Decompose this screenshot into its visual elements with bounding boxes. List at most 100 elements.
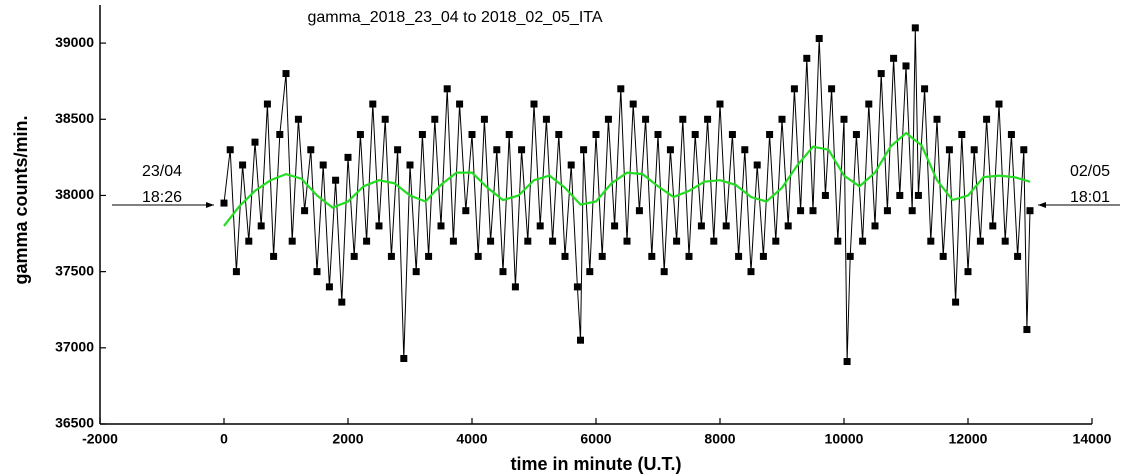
scatter-point bbox=[666, 146, 674, 154]
y-tick-label: 39000 bbox=[55, 34, 94, 50]
scatter-point bbox=[753, 161, 761, 169]
scatter-point bbox=[1020, 146, 1028, 154]
scatter-point bbox=[877, 70, 885, 78]
scatter-point bbox=[691, 131, 699, 139]
smooth-line bbox=[223, 131, 1031, 227]
y-tick-label: 38000 bbox=[55, 186, 94, 202]
x-tick-label: 6000 bbox=[580, 431, 611, 447]
scatter-point bbox=[307, 146, 315, 154]
scatter-point bbox=[623, 237, 631, 245]
scatter-point bbox=[660, 268, 668, 276]
scatter-point bbox=[319, 161, 327, 169]
scatter-point bbox=[735, 252, 743, 260]
scatter-point bbox=[431, 115, 439, 123]
y-tick-label: 37500 bbox=[55, 262, 94, 278]
scatter-point bbox=[908, 207, 916, 215]
scatter-point bbox=[728, 131, 736, 139]
scatter-point bbox=[474, 252, 482, 260]
scatter-point bbox=[964, 268, 972, 276]
scatter-point bbox=[741, 146, 749, 154]
scatter-point bbox=[294, 115, 302, 123]
scatter-point bbox=[871, 222, 879, 230]
scatter-point bbox=[815, 35, 823, 43]
scatter-point bbox=[468, 131, 476, 139]
scatter-point bbox=[437, 222, 445, 230]
scatter-point bbox=[604, 115, 612, 123]
scatter-point bbox=[790, 85, 798, 93]
scatter-point bbox=[400, 354, 408, 362]
scatter-point bbox=[245, 237, 253, 245]
scatter-point bbox=[567, 161, 575, 169]
scatter-point bbox=[921, 85, 929, 93]
scatter-point bbox=[276, 131, 284, 139]
y-tick-label: 38500 bbox=[55, 110, 94, 126]
scatter-point bbox=[412, 268, 420, 276]
scatter-point bbox=[363, 237, 371, 245]
arrow-head bbox=[206, 202, 214, 208]
scatter-point bbox=[945, 146, 953, 154]
scatter-point bbox=[549, 237, 557, 245]
scatter-point bbox=[493, 146, 501, 154]
x-tick-label: 8000 bbox=[704, 431, 735, 447]
scatter-point bbox=[1001, 237, 1009, 245]
scatter-point bbox=[883, 207, 891, 215]
scatter-point bbox=[577, 336, 584, 344]
scatter-point bbox=[487, 237, 495, 245]
scatter-point bbox=[586, 268, 594, 276]
scatter-point bbox=[518, 146, 526, 154]
scatter-point bbox=[524, 237, 532, 245]
scatter-point bbox=[561, 252, 569, 260]
scatter-point bbox=[673, 237, 681, 245]
scatter-point bbox=[350, 252, 358, 260]
scatter-point bbox=[263, 100, 271, 108]
scatter-point bbox=[685, 252, 693, 260]
scatter-point bbox=[759, 252, 767, 260]
scatter-point bbox=[784, 222, 792, 230]
scatter-point bbox=[313, 268, 321, 276]
scatter-point bbox=[511, 283, 519, 291]
annotation-text: 23/04 bbox=[142, 163, 182, 180]
scatter-point bbox=[952, 298, 960, 306]
scatter-point bbox=[338, 298, 346, 306]
x-tick-label: -2000 bbox=[82, 431, 118, 447]
scatter-point bbox=[958, 131, 966, 139]
scatter-point bbox=[995, 100, 1003, 108]
y-tick-label: 36500 bbox=[55, 415, 94, 431]
scatter-point bbox=[933, 115, 941, 123]
scatter-point bbox=[325, 283, 333, 291]
scatter-point bbox=[239, 161, 247, 169]
scatter-point bbox=[927, 237, 935, 245]
scatter-point bbox=[648, 252, 656, 260]
scatter-point bbox=[902, 62, 910, 70]
scatter-point bbox=[406, 161, 414, 169]
scatter-point bbox=[257, 222, 265, 230]
scatter-point bbox=[766, 131, 774, 139]
y-axis-title: gamma counts/min. bbox=[11, 115, 31, 284]
annotation-text: 02/05 bbox=[1070, 163, 1110, 180]
scatter-point bbox=[456, 100, 464, 108]
scatter-point bbox=[983, 115, 991, 123]
scatter-point bbox=[542, 115, 550, 123]
scatter-point bbox=[1026, 207, 1034, 215]
scatter-point bbox=[443, 85, 451, 93]
scatter-point bbox=[301, 207, 309, 215]
scatter-point bbox=[840, 115, 848, 123]
scatter-point bbox=[843, 358, 851, 366]
scatter-point bbox=[642, 115, 650, 123]
scatter-point bbox=[462, 207, 470, 215]
scatter-point bbox=[387, 252, 395, 260]
scatter-point bbox=[480, 115, 488, 123]
scatter-point bbox=[344, 153, 352, 161]
scatter-point bbox=[654, 131, 662, 139]
x-tick-label: 2000 bbox=[332, 431, 363, 447]
scatter-point bbox=[288, 237, 296, 245]
scatter-point bbox=[251, 138, 259, 146]
scatter-point bbox=[226, 146, 234, 154]
x-tick-label: 10000 bbox=[825, 431, 864, 447]
x-tick-label: 0 bbox=[220, 431, 228, 447]
chart-title: gamma_2018_23_04 to 2018_02_05_ITA bbox=[307, 9, 602, 26]
scatter-point bbox=[394, 146, 402, 154]
scatter-point bbox=[555, 131, 563, 139]
